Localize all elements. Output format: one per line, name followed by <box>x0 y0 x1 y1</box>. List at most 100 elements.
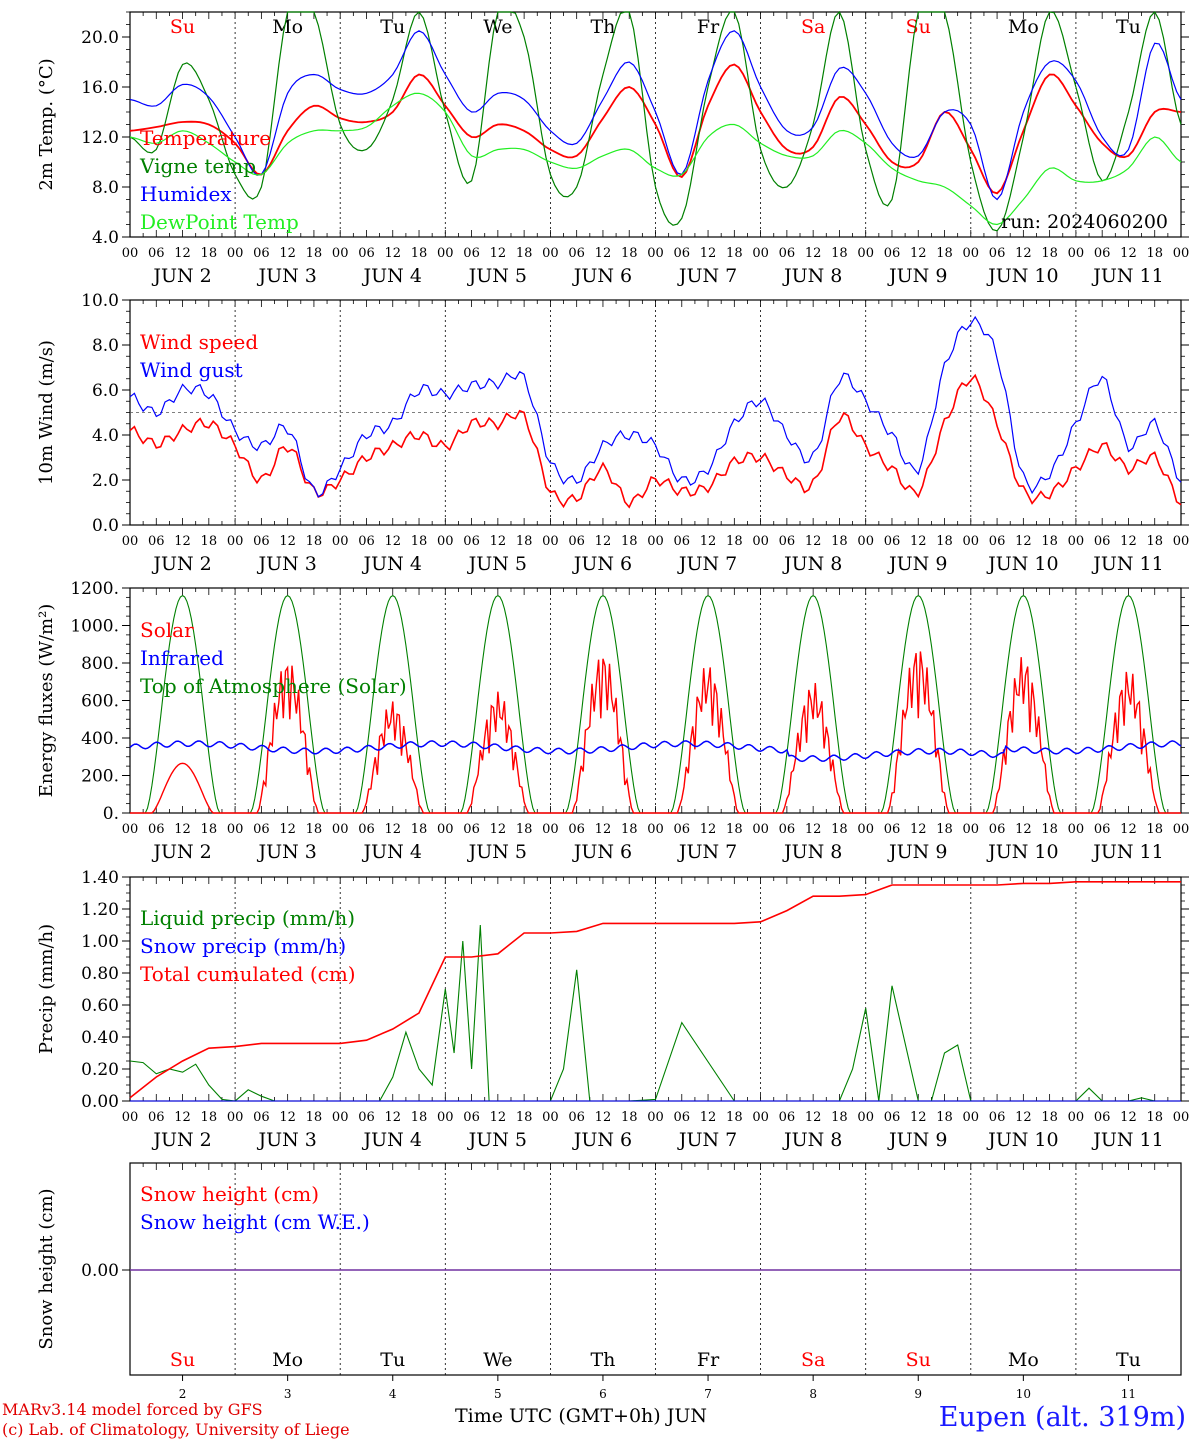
hour-tick-label: 00 <box>963 1110 980 1125</box>
y-tick-label: 20.0 <box>81 28 119 48</box>
hour-tick-label: 18 <box>726 246 743 261</box>
hour-tick-label: 18 <box>1041 246 1058 261</box>
hour-tick-label: 12 <box>174 822 191 837</box>
hour-tick-label: 00 <box>857 246 874 261</box>
hour-tick-label: 18 <box>936 534 953 549</box>
hour-tick-label: 06 <box>253 822 270 837</box>
weekday-label: Th <box>590 1349 615 1371</box>
hour-tick-label: 06 <box>989 534 1006 549</box>
hour-tick-label: 12 <box>490 246 507 261</box>
y-tick-label: 1.40 <box>81 868 119 888</box>
date-label: JUN 10 <box>986 553 1058 575</box>
weekday-label: Tu <box>380 16 405 38</box>
y-tick-label: 16.0 <box>81 78 119 98</box>
legend-entry: Snow height (cm) <box>140 1182 319 1206</box>
hour-tick-label: 12 <box>1120 822 1137 837</box>
hour-tick-label: 06 <box>779 1110 796 1125</box>
legend-entry: Top of Atmosphere (Solar) <box>140 674 407 698</box>
hour-tick-label: 12 <box>805 822 822 837</box>
date-label: JUN 5 <box>467 265 527 287</box>
date-label: JUN 9 <box>887 265 947 287</box>
legend-entry: Liquid precip (mm/h) <box>140 906 355 930</box>
weekday-label: Mo <box>272 1349 303 1371</box>
hour-tick-label: 12 <box>700 534 717 549</box>
date-label: JUN 8 <box>782 553 842 575</box>
hour-tick-label: 00 <box>437 822 454 837</box>
day-number-label: 5 <box>494 1387 502 1401</box>
hour-tick-label: 00 <box>857 822 874 837</box>
day-number-label: 7 <box>704 1387 712 1401</box>
y-tick-label: 0.0 <box>92 516 119 536</box>
panel-1: 2m Temp. (°C) 4.0 8.0 12.0 16.0 20.0 00 06 12 18 J… <box>36 11 1189 287</box>
hour-tick-label: 06 <box>358 1110 375 1125</box>
hour-tick-label: 06 <box>674 1110 691 1125</box>
hour-tick-label: 18 <box>621 822 638 837</box>
hour-tick-label: 18 <box>1041 1110 1058 1125</box>
hour-tick-label: 12 <box>1120 1110 1137 1125</box>
weekday-label: Su <box>170 16 195 38</box>
y-tick-label: 8.0 <box>92 178 119 198</box>
weekday-label: Tu <box>1116 1349 1141 1371</box>
date-label: JUN 3 <box>256 265 316 287</box>
y-tick-label: 1.20 <box>81 900 119 920</box>
y-axis-label: Precip (mm/h) <box>36 924 57 1054</box>
hour-tick-label: 06 <box>148 246 165 261</box>
weekday-label: Mo <box>1008 1349 1039 1371</box>
hour-tick-label: 12 <box>595 822 612 837</box>
y-tick-label: 12.0 <box>81 128 119 148</box>
hour-tick-label: 06 <box>568 246 585 261</box>
hour-tick-label: 00 <box>227 1110 244 1125</box>
hour-tick-label: 00 <box>963 534 980 549</box>
date-label: JUN 11 <box>1091 553 1163 575</box>
legend-entry: Infrared <box>140 646 224 670</box>
day-number-label: 8 <box>809 1387 817 1401</box>
legend-entry: Vigne temp <box>139 154 256 178</box>
date-label: JUN 8 <box>782 841 842 863</box>
weekday-label: Tu <box>1116 16 1141 38</box>
hour-tick-label: 00 <box>542 246 559 261</box>
hour-tick-label: 00 <box>332 534 349 549</box>
hour-tick-label: 00 <box>963 246 980 261</box>
y-axis-label: 2m Temp. (°C) <box>36 58 57 190</box>
weekday-label: Fr <box>697 1349 720 1371</box>
hour-tick-label: 12 <box>279 534 296 549</box>
hour-tick-label: 06 <box>989 1110 1006 1125</box>
hour-tick-label: 12 <box>1015 534 1032 549</box>
hour-tick-label: 18 <box>621 534 638 549</box>
hour-tick-label: 06 <box>779 822 796 837</box>
hour-tick-label: 18 <box>201 822 218 837</box>
weekday-label: Sa <box>801 1349 825 1371</box>
weekday-label: Tu <box>380 1349 405 1371</box>
hour-tick-label: 18 <box>1146 822 1163 837</box>
hour-tick-label: 06 <box>1094 822 1111 837</box>
run-annotation: run: 2024060200 <box>1001 211 1168 233</box>
hour-tick-label: 00 <box>857 1110 874 1125</box>
hour-tick-label: 06 <box>989 246 1006 261</box>
y-tick-label: 200. <box>81 767 119 787</box>
hour-tick-label: 00 <box>1173 1110 1190 1125</box>
hour-tick-label: 12 <box>1120 534 1137 549</box>
y-tick-label: 1.00 <box>81 932 119 952</box>
hour-tick-label: 06 <box>884 822 901 837</box>
lab-credit: (c) Lab. of Climatology, University of L… <box>2 1420 350 1439</box>
date-label: JUN 4 <box>362 265 422 287</box>
legend-entry: Wind gust <box>140 358 243 382</box>
hour-tick-label: 00 <box>122 534 139 549</box>
weekday-label: Sa <box>801 16 825 38</box>
legend-entry: Wind speed <box>140 330 258 354</box>
weekday-label: Mo <box>272 16 303 38</box>
hour-tick-label: 18 <box>1041 534 1058 549</box>
date-label: JUN 3 <box>256 553 316 575</box>
date-label: JUN 10 <box>986 841 1058 863</box>
y-tick-label: 4.0 <box>92 426 119 446</box>
hour-tick-label: 00 <box>437 246 454 261</box>
date-label: JUN 2 <box>151 553 211 575</box>
weekday-label: Fr <box>697 16 720 38</box>
y-tick-label: 2.0 <box>92 471 119 491</box>
solar-line <box>130 651 1181 814</box>
hour-tick-label: 12 <box>384 534 401 549</box>
hour-tick-label: 18 <box>1146 534 1163 549</box>
hour-tick-label: 18 <box>726 534 743 549</box>
legend-entry: Snow height (cm W.E.) <box>140 1210 370 1234</box>
